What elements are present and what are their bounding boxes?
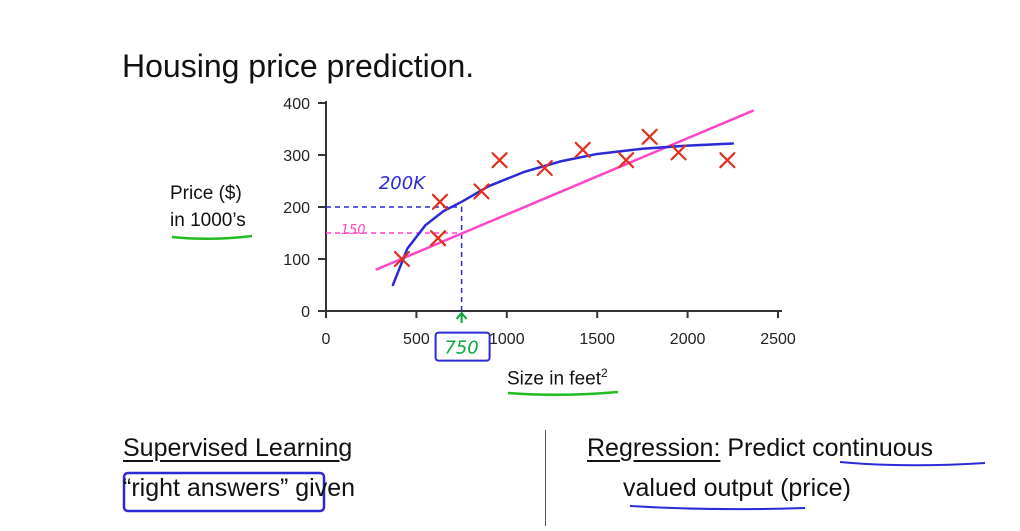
linear-fit-line	[375, 109, 754, 271]
size-highlight-box	[434, 331, 491, 362]
data-point	[670, 144, 687, 161]
data-point	[473, 183, 490, 200]
regression-heading: Regression:	[587, 434, 721, 462]
x-tick-label: 1000	[489, 331, 525, 348]
data-point	[574, 141, 591, 158]
y-tick-label: 100	[283, 252, 310, 269]
regression-note: Regression: Predict continuous valued ou…	[587, 428, 933, 508]
x-tick-label: 2500	[760, 331, 796, 348]
data-point	[719, 152, 736, 169]
divider	[545, 430, 546, 526]
data-point	[491, 152, 508, 169]
supervised-learning-note: Supervised Learning “right answers” give…	[123, 428, 355, 508]
arrow-head	[455, 311, 468, 320]
data-point	[431, 193, 449, 210]
given-text: given	[295, 474, 356, 502]
x-axis-label-exponent: 2	[601, 366, 608, 380]
y-axis-label-line2: in 1000’s	[170, 210, 246, 231]
curve-fit-line	[391, 142, 735, 287]
data-point	[618, 152, 635, 169]
right-answers-text: “right answers”	[123, 474, 289, 502]
right-answers-box	[122, 471, 326, 513]
page-title: Housing price prediction.	[122, 48, 475, 84]
y-tick-label: 0	[301, 304, 310, 321]
valued-output-underline	[629, 505, 806, 511]
annotation-label: 750	[444, 338, 478, 359]
y-axis-label: Price ($) in 1000’s	[170, 180, 246, 234]
x-tick-label: 0	[322, 331, 331, 348]
x-tick-label: 1500	[579, 331, 615, 348]
ylabel-underline	[171, 234, 253, 241]
continuous-underline	[839, 461, 986, 467]
data-point	[429, 230, 447, 247]
y-tick-label: 300	[283, 148, 310, 165]
xlabel-underline	[507, 390, 619, 397]
x-tick-label: 2000	[670, 331, 706, 348]
y-tick-label: 400	[283, 96, 310, 113]
supervised-learning-heading: Supervised Learning	[123, 434, 353, 462]
regression-line2: valued output (price)	[623, 474, 851, 502]
regression-line1: Regression: Predict continuous	[587, 428, 933, 468]
x-axis-label: Size in feet2	[507, 366, 608, 390]
data-point	[393, 250, 411, 268]
y-axis-label-line1: Price ($)	[170, 183, 242, 204]
regression-line1-rest: Predict continuous	[727, 434, 934, 462]
right-answers-line: “right answers” given	[123, 468, 355, 508]
x-tick-label: 500	[403, 331, 430, 348]
annotation-label: 200K	[379, 173, 426, 194]
x-axis-label-text: Size in feet	[507, 368, 601, 390]
y-tick-label: 200	[283, 200, 310, 217]
data-point	[536, 159, 553, 177]
data-point	[641, 128, 658, 145]
annotation-label: 150	[341, 223, 366, 238]
